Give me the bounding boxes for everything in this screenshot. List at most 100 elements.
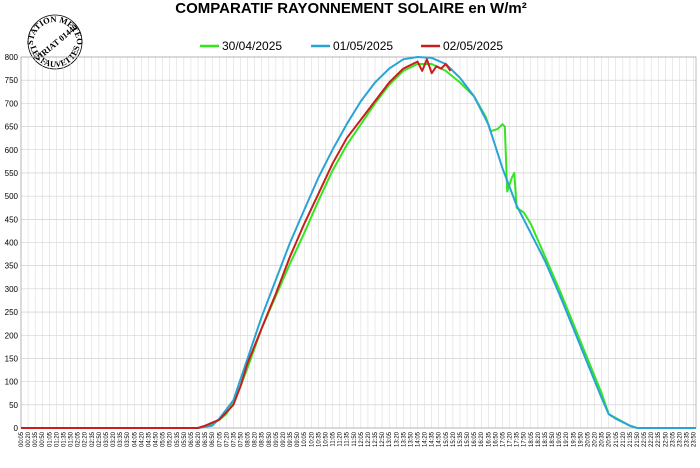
x-tick-label: 00:35 (33, 431, 39, 447)
x-tick-label: 08:35 (260, 431, 266, 447)
x-tick-label: 06:05 (189, 431, 195, 447)
y-tick-label: 800 (5, 53, 19, 62)
x-tick-label: 20:05 (585, 431, 591, 447)
series-line-1 (21, 63, 696, 429)
x-tick-label: 07:35 (231, 431, 237, 447)
x-tick-label: 03:50 (125, 431, 131, 447)
x-tick-label: 10:35 (316, 431, 322, 447)
station-stamp: STATION METEO VIRIAT 01440 LES FAUVETTES (25, 14, 85, 70)
x-tick-label: 19:35 (571, 431, 577, 447)
x-tick-label: 02:35 (90, 431, 96, 447)
legend-label-3: 02/05/2025 (443, 39, 503, 53)
stamp-ring (27, 14, 83, 70)
x-tick-label: 14:50 (437, 431, 443, 447)
x-tick-label: 19:50 (578, 431, 584, 447)
x-tick-label: 16:50 (493, 431, 499, 447)
x-tick-label: 17:35 (515, 431, 521, 447)
x-tick-label: 04:05 (132, 431, 138, 447)
y-tick-label: 550 (5, 169, 19, 178)
plot-area-border (20, 56, 697, 429)
x-tick-label: 04:50 (154, 431, 160, 447)
x-tick-label: 13:50 (408, 431, 414, 447)
x-tick-label: 19:05 (557, 431, 563, 447)
x-tick-label: 03:35 (118, 431, 124, 447)
x-tick-label: 06:35 (203, 431, 209, 447)
x-tick-label: 17:50 (522, 431, 528, 447)
x-tick-label: 21:05 (614, 431, 620, 447)
series-lines (21, 56, 696, 429)
y-tick-label: 0 (14, 424, 19, 433)
x-tick-label: 15:50 (465, 431, 471, 447)
x-tick-label: 10:20 (309, 431, 315, 447)
x-tick-label: 23:35 (685, 431, 691, 447)
x-tick-label: 13:05 (387, 431, 393, 447)
x-tick-label: 13:35 (401, 431, 407, 447)
y-tick-label: 100 (5, 378, 19, 387)
y-tick-label: 400 (5, 239, 19, 248)
x-tick-label: 01:20 (54, 431, 60, 447)
x-tick-label: 15:35 (458, 431, 464, 447)
x-tick-label: 20:20 (593, 431, 599, 447)
x-tick-label: 09:35 (288, 431, 294, 447)
x-tick-label: 02:20 (83, 431, 89, 447)
x-tick-label: 11:35 (345, 431, 351, 446)
x-tick-label: 05:20 (168, 431, 174, 447)
x-tick-label: 06:20 (196, 431, 202, 447)
x-tick-label: 21:35 (628, 431, 634, 447)
legend: 30/04/2025 01/05/2025 02/05/2025 (200, 39, 503, 53)
x-tick-label: 22:50 (663, 431, 669, 447)
x-tick-label: 15:05 (444, 431, 450, 447)
x-tick-label: 02:05 (76, 431, 82, 447)
x-tick-label: 11:05 (331, 431, 337, 446)
x-tick-label: 07:05 (217, 431, 223, 447)
y-axis: 0 50 100 150 200 250 300 350 400 450 500 550 600 650 7… (5, 53, 19, 433)
x-tick-label: 22:35 (656, 431, 662, 447)
y-tick-label: 250 (5, 308, 19, 317)
x-tick-label: 18:20 (536, 431, 542, 447)
x-tick-label: 18:05 (529, 431, 535, 447)
x-tick-label: 10:50 (323, 431, 329, 447)
x-tick-label: 00:05 (19, 431, 25, 447)
series-line-2 (21, 56, 696, 429)
y-tick-label: 150 (5, 354, 19, 363)
x-tick-label: 09:20 (281, 431, 287, 447)
x-tick-label: 05:35 (175, 431, 181, 447)
legend-label-2: 01/05/2025 (333, 39, 393, 53)
x-tick-label: 03:05 (104, 431, 110, 447)
x-tick-label: 12:05 (359, 431, 365, 447)
y-tick-label: 350 (5, 262, 19, 271)
y-tick-label: 500 (5, 192, 19, 201)
x-tick-label: 06:50 (210, 431, 216, 447)
x-tick-label: 01:05 (47, 431, 53, 447)
x-tick-label: 21:50 (635, 431, 641, 447)
legend-label-1: 30/04/2025 (222, 39, 282, 53)
y-tick-label: 300 (5, 285, 19, 294)
x-tick-label: 13:20 (394, 431, 400, 447)
series-line-3 (21, 58, 452, 429)
x-tick-label: 08:05 (246, 431, 252, 447)
x-tick-label: 12:50 (380, 431, 386, 447)
x-tick-label: 01:35 (61, 431, 67, 447)
x-tick-label: 00:50 (40, 431, 46, 447)
x-tick-label: 01:50 (69, 431, 75, 447)
x-tick-label: 19:20 (564, 431, 570, 447)
x-tick-label: 16:35 (486, 431, 492, 447)
x-tick-label: 22:05 (642, 431, 648, 447)
x-tick-label: 16:20 (479, 431, 485, 447)
y-tick-label: 650 (5, 123, 19, 132)
x-tick-label: 11:50 (352, 431, 358, 446)
x-tick-label: 10:05 (302, 431, 308, 447)
x-tick-label: 14:20 (423, 431, 429, 447)
y-tick-label: 450 (5, 215, 19, 224)
y-tick-label: 750 (5, 76, 19, 85)
x-tick-label: 11:20 (338, 431, 344, 446)
x-axis: 00:05 00:20 00:35 00:50 01:05 01:20 01:35 01:50… (19, 431, 698, 447)
x-tick-label: 09:50 (295, 431, 301, 447)
x-tick-label: 20:35 (600, 431, 606, 447)
x-tick-label: 17:20 (508, 431, 514, 447)
x-tick-label: 05:50 (182, 431, 188, 447)
x-tick-label: 08:20 (253, 431, 259, 447)
chart-title: COMPARATIF RAYONNEMENT SOLAIRE en W/m² (175, 0, 526, 17)
x-tick-label: 12:35 (373, 431, 379, 447)
